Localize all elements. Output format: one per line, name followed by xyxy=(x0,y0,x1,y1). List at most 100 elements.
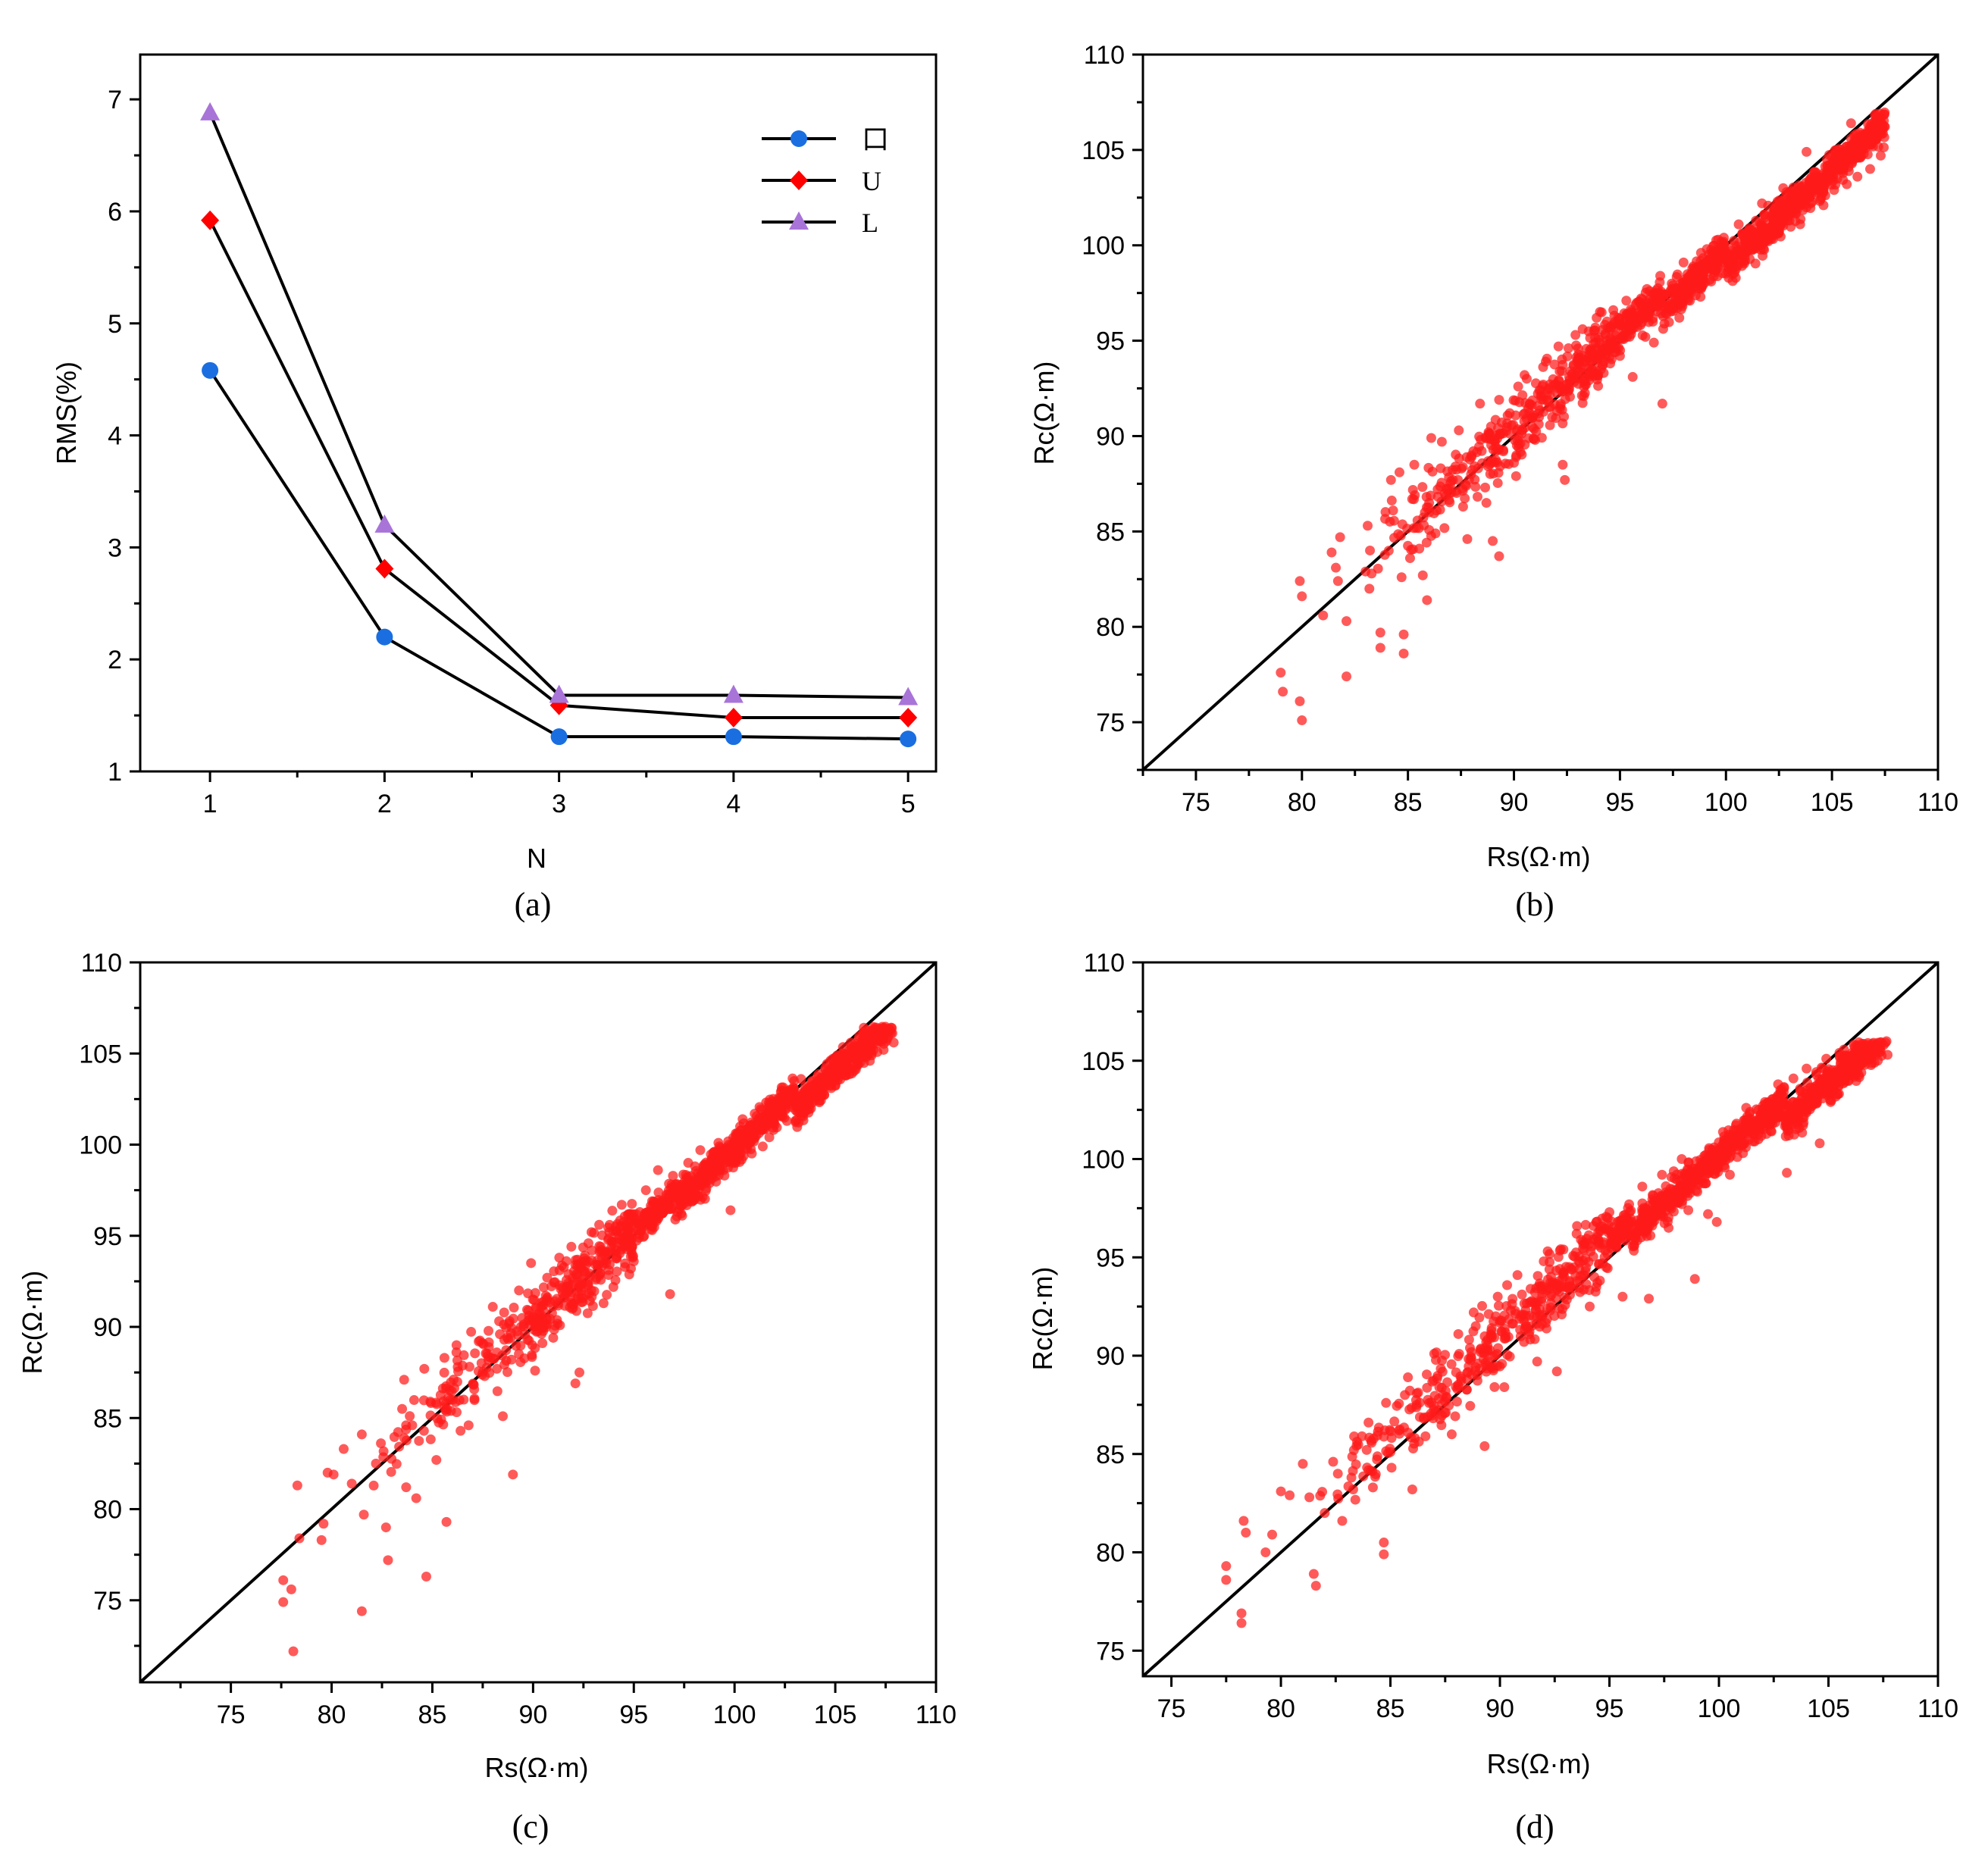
x-axis-title: Rs(Ω·m) xyxy=(485,1752,589,1783)
y-tick-label: 85 xyxy=(93,1404,122,1433)
scatter-point xyxy=(1852,171,1863,182)
scatter-point xyxy=(1561,1262,1571,1272)
scatter-point xyxy=(1494,551,1504,562)
scatter-point xyxy=(1722,256,1733,267)
scatter-point xyxy=(1297,715,1307,726)
scatter-point xyxy=(1657,1169,1667,1180)
scatter-point xyxy=(756,1104,766,1115)
scatter-point xyxy=(1421,1369,1432,1380)
scatter-point xyxy=(1637,330,1648,341)
scatter-point xyxy=(1774,206,1784,217)
scatter-point xyxy=(418,1395,429,1406)
scatter-point xyxy=(1551,1278,1561,1289)
scatter-point xyxy=(878,1038,889,1049)
scatter-point xyxy=(1411,523,1422,533)
scatter-point xyxy=(1664,303,1674,314)
scatter-point xyxy=(1651,1200,1662,1211)
scatter-point xyxy=(580,1250,590,1261)
scatter-point xyxy=(405,1411,415,1422)
scatter-point xyxy=(1479,1331,1490,1341)
scatter-point xyxy=(1692,256,1702,267)
scatter-point xyxy=(1718,246,1729,256)
scatter-point xyxy=(1545,1291,1556,1302)
scatter-point xyxy=(1798,195,1808,205)
scatter-point xyxy=(664,1199,675,1209)
scatter-point xyxy=(829,1075,840,1085)
scatter-point xyxy=(378,1446,389,1456)
scatter-point xyxy=(1485,469,1495,480)
scatter-point xyxy=(483,1351,493,1362)
scatter-point xyxy=(397,1403,408,1414)
scatter-point xyxy=(288,1646,299,1657)
scatter-point xyxy=(1544,1264,1554,1275)
x-axis-title: Rs(Ω·m) xyxy=(1487,841,1591,872)
scatter-point xyxy=(1520,1305,1531,1316)
x-tick-label: 90 xyxy=(518,1700,547,1729)
scatter-point xyxy=(1426,530,1436,541)
scatter-point xyxy=(506,1354,517,1365)
plot-frame xyxy=(139,53,938,773)
scatter-point xyxy=(1512,1270,1523,1281)
scatter-point xyxy=(1488,536,1498,546)
scatter-point xyxy=(1742,1121,1752,1131)
scatter-point xyxy=(1479,1441,1490,1451)
y-tick-label: 1 xyxy=(108,758,122,787)
scatter-point xyxy=(1379,1538,1389,1548)
scatter-point xyxy=(1824,1078,1834,1089)
scatter-point xyxy=(1276,1486,1286,1497)
scatter-point xyxy=(1580,1219,1591,1230)
scatter-point xyxy=(1553,1252,1564,1262)
scatter-point xyxy=(545,1313,556,1324)
scatter-point xyxy=(1493,468,1504,478)
scatter-point xyxy=(1667,278,1677,289)
scatter-point xyxy=(512,1326,522,1337)
scatter-point xyxy=(1796,1093,1807,1104)
data-point-triangle xyxy=(898,687,919,705)
scatter-point xyxy=(1363,521,1373,531)
x-tick-label: 1 xyxy=(203,790,218,818)
scatter-point xyxy=(1397,519,1407,530)
scatter-point xyxy=(1266,1529,1277,1540)
scatter-point xyxy=(1298,1459,1308,1469)
scatter-point xyxy=(1810,1090,1821,1100)
scatter-point xyxy=(1538,361,1548,372)
scatter-point xyxy=(1480,482,1491,493)
scatter-point xyxy=(776,1109,787,1120)
scatter-point xyxy=(431,1455,442,1466)
scatter-point xyxy=(1436,436,1447,447)
scatter-point xyxy=(1435,505,1445,515)
scatter-point xyxy=(1385,516,1395,527)
scatter-point xyxy=(511,1341,521,1351)
x-tick-label: 95 xyxy=(1605,788,1634,817)
y-tick-label: 95 xyxy=(93,1222,122,1251)
scatter-point xyxy=(358,1510,369,1520)
scatter-point xyxy=(593,1255,603,1265)
scatter-point xyxy=(1655,277,1665,287)
scatter-point xyxy=(578,1293,588,1303)
scatter-point xyxy=(1614,320,1625,330)
scatter-point xyxy=(616,1200,627,1210)
scatter-point xyxy=(627,1199,637,1209)
scatter-point xyxy=(1528,433,1539,444)
scatter-point xyxy=(1727,1134,1737,1145)
scatter-point xyxy=(1629,1240,1639,1251)
scatter-point xyxy=(1395,530,1406,541)
y-tick-label: 80 xyxy=(1096,1539,1125,1568)
scatter-point xyxy=(1577,398,1588,408)
scatter-point xyxy=(1236,1608,1247,1619)
x-tick-label: 80 xyxy=(1288,788,1316,817)
scatter-point xyxy=(1839,1075,1849,1086)
scatter-point xyxy=(1407,1484,1417,1494)
scatter-point xyxy=(1571,340,1582,351)
scatter-points xyxy=(1276,107,1890,726)
data-point-circle xyxy=(900,731,917,748)
scatter-point xyxy=(1648,337,1659,348)
scatter-point xyxy=(1517,449,1527,460)
scatter-point xyxy=(1473,492,1483,502)
scatter-point xyxy=(1585,1301,1595,1312)
scatter-point xyxy=(439,1367,449,1378)
scatter-point xyxy=(1499,1323,1510,1334)
series-line-triangle xyxy=(208,112,909,699)
